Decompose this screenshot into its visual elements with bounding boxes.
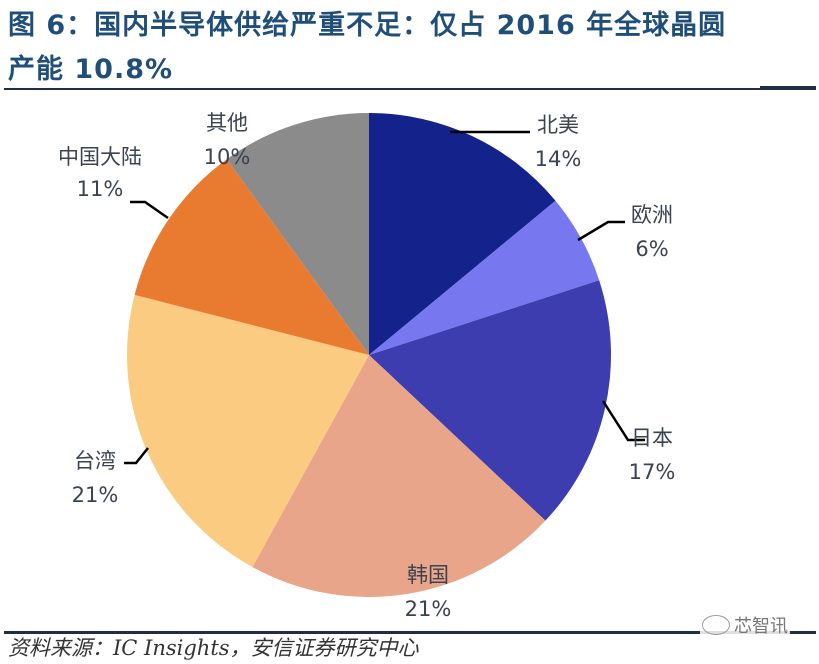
bottom-divider [4, 631, 816, 634]
pie-slice-4 [126, 294, 369, 568]
slice-label: 台湾 [74, 449, 116, 473]
leader-line-4 [124, 447, 149, 465]
slice-label: 欧洲 [631, 203, 673, 227]
slice-value-label: 11% [77, 177, 124, 201]
source-note: 资料来源：IC Insights，安信证券研究中心 [8, 636, 419, 660]
chart-title-line1: 图 6：国内半导体供给严重不足：仅占 2016 年全球晶圆 [8, 10, 727, 41]
leader-lines [124, 130, 645, 465]
pie-slice-6 [226, 113, 369, 355]
top-divider [4, 88, 816, 90]
pie-slice-3 [252, 355, 546, 598]
watermark: 芯智讯 [700, 612, 790, 638]
leader-line-2 [601, 400, 645, 442]
slice-label: 日本 [631, 426, 673, 450]
chart-title: 图 6：国内半导体供给严重不足：仅占 2016 年全球晶圆 产能 10.8% [8, 4, 813, 92]
pie-slice-5 [134, 159, 369, 355]
slice-label: 北美 [537, 113, 579, 137]
pie-slices [126, 113, 612, 598]
slice-value-label: 6% [635, 237, 668, 261]
leader-line-1 [577, 220, 625, 242]
slice-value-label: 14% [535, 147, 582, 171]
slice-value-label: 17% [629, 460, 676, 484]
leader-line-5 [130, 200, 169, 220]
chart-title-line2: 产能 10.8% [8, 54, 174, 85]
watermark-text: 芯智讯 [734, 616, 788, 637]
data-labels: 北美 14% 欧洲 6% 日本 17% 韩国 21% 台湾 21% 中国大陆 11% 其他 10% [58, 111, 675, 621]
wechat-icon [702, 615, 730, 635]
slice-value-label: 21% [72, 483, 119, 507]
slice-value-label: 10% [204, 145, 251, 169]
slice-label: 其他 [206, 111, 248, 135]
slice-label: 韩国 [407, 563, 449, 587]
slice-value-label: 21% [405, 597, 452, 621]
pie-slice-2 [369, 280, 612, 521]
slice-label: 中国大陆 [58, 145, 142, 169]
pie-slice-0 [369, 113, 556, 355]
top-divider-accent [760, 86, 816, 89]
pie-slice-1 [369, 200, 600, 355]
